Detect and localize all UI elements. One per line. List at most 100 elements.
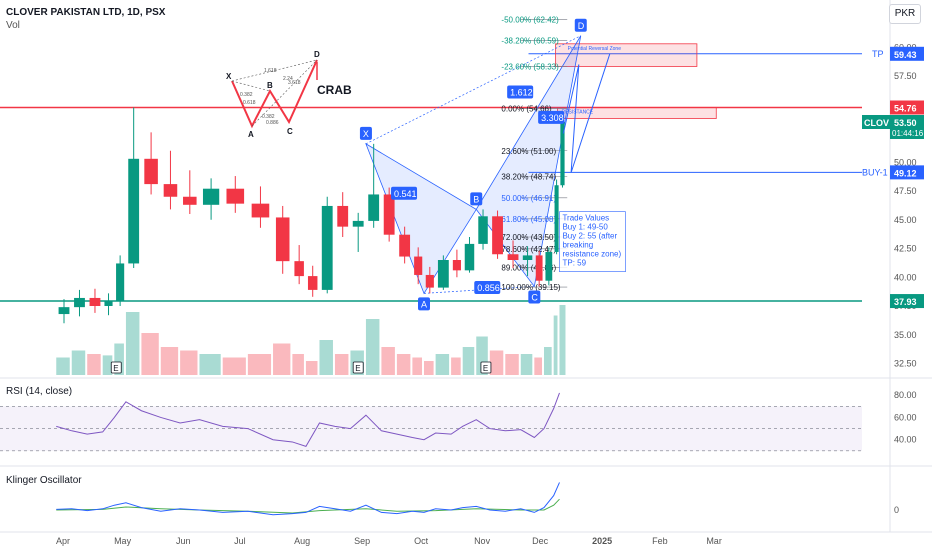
time-tick-label: Dec [532,536,549,546]
volume-bar [435,354,450,375]
candle-body [437,260,449,288]
volume-bar [544,347,552,375]
earnings-marker-label: E [483,364,488,373]
candle-body [183,196,197,205]
harmonic-point-label: A [421,299,427,309]
harmonic-ratio-label: 1.612 [510,88,533,98]
crab-legend-ratio: 2.24 [283,76,293,82]
time-tick-label: Oct [414,536,429,546]
fib-level-label: 0.00% (54.66) [501,105,552,114]
harmonic-point-badge [418,297,430,311]
volume-bar [125,312,140,375]
candle-body [545,251,553,281]
crab-legend-ratio: 0.618 [243,100,256,106]
currency-button[interactable]: PKR [889,4,921,24]
volume-bar [476,336,488,375]
harmonic-point-label: D [578,21,585,31]
axis-price-tag-label: 54.76 [894,104,917,114]
crab-legend-dash [251,59,318,127]
volume-bar [489,350,504,375]
fib-level-label: 50.00% (46.91) [501,194,556,203]
crab-legend-point: A [248,130,254,139]
harmonic-ratio-badge [507,85,534,99]
candle-body [294,261,304,277]
fib-level-label: 72.00% (43.50) [501,233,556,242]
harmonic-ratio-badge [474,281,501,295]
axis-price-tag-label: 37.93 [894,297,917,307]
earnings-marker [352,361,364,374]
price-tick-label: 57.50 [894,71,917,81]
harmonic-ratio-label: 0.541 [394,189,417,199]
volume-bar [396,354,411,375]
price-tick-label: 32.50 [894,359,917,369]
fib-level-label: 61.80% (45.08) [501,215,556,224]
time-tick-label: Apr [56,536,70,546]
candle-body [560,122,565,186]
harmonic-ratio-label: 0.856 [477,283,500,293]
candle-body [522,255,533,260]
price-tick-label: 45.00 [894,215,917,225]
symbol-title[interactable]: CLOVER PAKISTAN LTD, 1D, PSX [6,7,166,18]
volume-bar [56,357,70,375]
harmonic-point-label: X [363,129,369,139]
candle-body [163,184,178,197]
axis-price-tag-label: 49.12 [894,168,917,178]
time-tick-label: Nov [474,536,491,546]
price-tick-label: 35.00 [894,330,917,340]
trade-note-box [559,211,626,272]
volume-bar [559,305,566,375]
candle-body [414,256,423,275]
volume-bar [412,357,422,375]
time-tick-label: Feb [652,536,668,546]
crab-legend-ratio: 3.618 [288,80,301,86]
candle-body [226,188,245,204]
harmonic-point-badge [528,290,541,304]
fib-level-label: 38.20% (48.74) [501,173,556,182]
volume-bar [305,361,318,375]
harmonic-ac-line [423,286,535,294]
axis-price-tag-label: 59.43 [894,50,917,60]
klinger-label[interactable]: Klinger Oscillator [6,475,82,486]
fib-level-label: 23.60% (51.00) [501,147,556,156]
crab-legend-point: D [314,50,320,59]
earnings-marker [110,361,122,374]
harmonic-xab-triangle [365,142,477,295]
candle-body [307,276,318,290]
rsi-label[interactable]: RSI (14, close) [6,386,73,397]
axis-price-tag [890,46,924,61]
zone-label: RESISTANCE [562,110,594,116]
crab-legend-ratio: 0.886 [266,120,279,126]
chart-header: CLOVER PAKISTAN LTD, 1D, PSX Vol [6,6,165,32]
volume-bar [334,354,349,375]
candle-body [337,205,349,227]
fib-level-label: 78.60% (42.47) [501,245,556,254]
volume-bar [292,354,304,375]
klinger-tick-label: 0 [894,505,899,515]
crab-legend-ratio: 0.382 [262,114,275,120]
price-tick-label: 40.00 [894,272,917,282]
last-price-tag-value: 53.50 [894,118,917,128]
crab-legend-dash [231,80,271,92]
crab-legend-shape [231,59,318,129]
candle-body [89,297,101,306]
trade-note-line: breaking [562,241,593,250]
earnings-marker [480,361,492,374]
harmonic-point-badge [574,18,587,32]
candle-body [74,297,85,308]
harmonic-xd-line [365,35,581,145]
candle-body [399,234,411,257]
earnings-marker-label: E [355,364,360,373]
rsi-tick-label: 60.00 [894,412,917,422]
trade-note-line: TP: 59 [562,259,586,268]
volume-bar [462,347,475,375]
candle-body [492,216,503,255]
harmonic-point-badge [359,126,372,140]
trade-note-line: resistance zone) [562,250,621,259]
volume-bar [114,343,124,375]
zone-label: Potential Reversal Zone [568,46,622,52]
candle-body [58,307,70,315]
time-tick-label: Mar [706,536,722,546]
